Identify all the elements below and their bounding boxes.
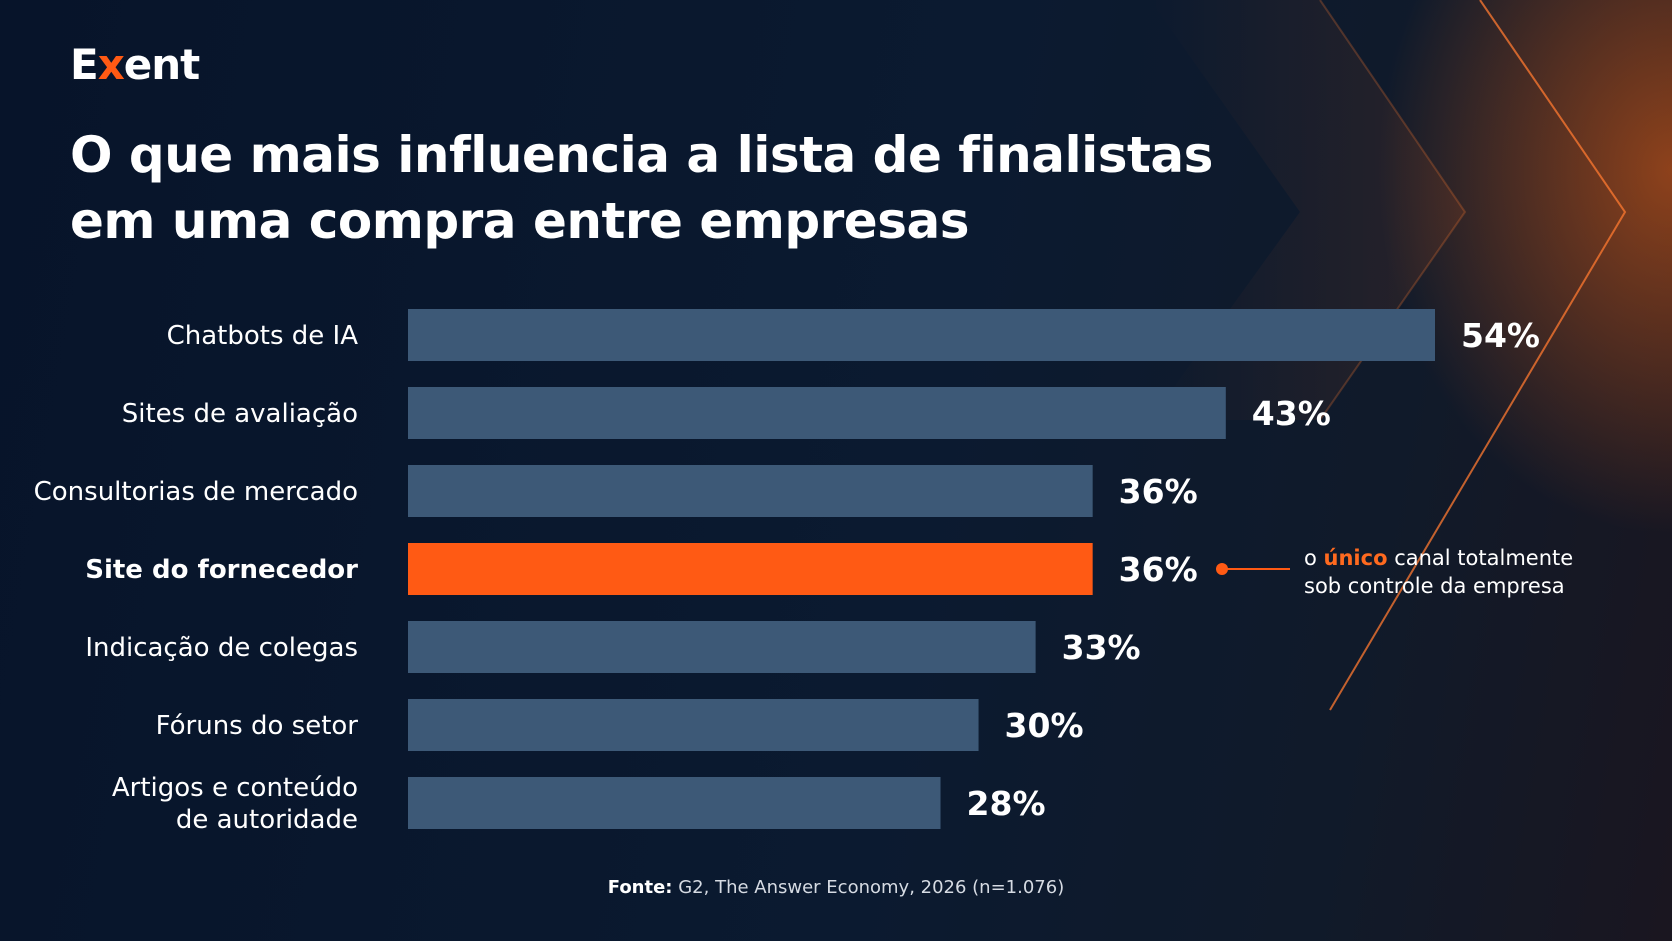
annotation-text: o único canal totalmente sob controle da…	[1304, 544, 1634, 600]
category-label-0: Chatbots de IA	[167, 321, 359, 351]
annotation-emphasis: único	[1323, 546, 1388, 570]
category-label-0-line-0: Chatbots de IA	[167, 321, 359, 351]
value-label-3: 36%	[1119, 550, 1198, 589]
annotation-line-1: o único canal totalmente	[1304, 546, 1574, 570]
category-label-1-line-0: Sites de avaliação	[122, 399, 358, 429]
bar-1	[408, 387, 1226, 439]
category-label-1: Sites de avaliação	[122, 399, 358, 429]
bar-2	[408, 465, 1093, 517]
category-label-5: Fóruns do setor	[156, 711, 359, 741]
page-title: O que mais influencia a lista de finalis…	[70, 122, 1270, 254]
value-label-6: 28%	[967, 784, 1046, 823]
category-label-6: Artigos e conteúdo de autoridade	[112, 773, 358, 835]
source-text: G2, The Answer Economy, 2026 (n=1.076)	[672, 877, 1065, 898]
annotation-connector	[1220, 568, 1290, 570]
bar-5	[408, 699, 979, 751]
exent-logo: Exent	[70, 40, 200, 89]
value-label-1: 43%	[1252, 394, 1331, 433]
category-label-4-line-0: Indicação de colegas	[85, 633, 358, 663]
category-label-3: Site do fornecedor	[85, 555, 358, 585]
bar-6	[408, 777, 941, 829]
category-label-4: Indicação de colegas	[85, 633, 358, 663]
title-line-1: O que mais influencia a lista de finalis…	[70, 126, 1213, 184]
bar-4	[408, 621, 1036, 673]
annotation-line-2: sob controle da empresa	[1304, 574, 1565, 598]
category-label-2: Consultorias de mercado	[34, 477, 358, 507]
value-label-5: 30%	[1005, 706, 1084, 745]
value-label-0: 54%	[1461, 316, 1540, 355]
category-label-6-line-1: de autoridade	[176, 805, 358, 835]
value-label-2: 36%	[1119, 472, 1198, 511]
source-note: Fonte: G2, The Answer Economy, 2026 (n=1…	[0, 877, 1672, 898]
bar-0	[408, 309, 1435, 361]
source-label: Fonte:	[607, 877, 673, 898]
category-label-6-line-0: Artigos e conteúdo	[112, 773, 358, 803]
category-label-3-line-0: Site do fornecedor	[85, 555, 358, 585]
category-label-2-line-0: Consultorias de mercado	[34, 477, 358, 507]
bar-3	[408, 543, 1093, 595]
title-line-2: em uma compra entre empresas	[70, 192, 969, 250]
category-label-5-line-0: Fóruns do setor	[156, 711, 359, 741]
value-label-4: 33%	[1062, 628, 1141, 667]
